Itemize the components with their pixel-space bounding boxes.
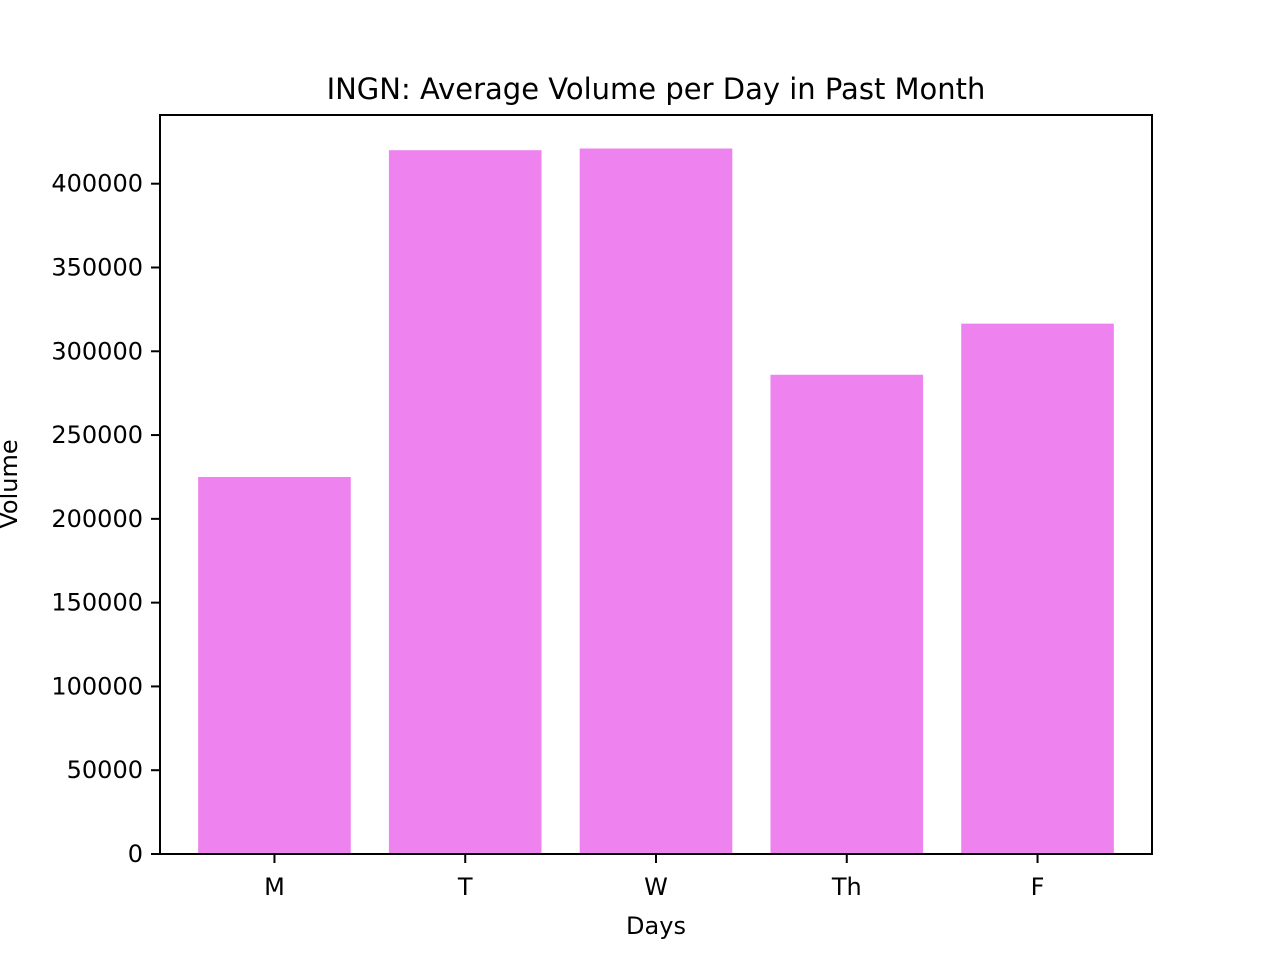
y-tick-label: 100000: [51, 672, 143, 700]
bar-th: [770, 374, 924, 854]
x-tick-label: T: [457, 873, 473, 901]
y-tick-label: 150000: [51, 589, 143, 617]
y-tick-label: 50000: [67, 756, 143, 784]
bar-f: [961, 323, 1114, 854]
x-axis-ticks: M T W Th F: [264, 854, 1044, 901]
y-tick-label: 200000: [51, 505, 143, 533]
y-tick-label: 300000: [51, 337, 143, 365]
bar-m: [198, 476, 351, 854]
y-tick-label: 350000: [51, 253, 143, 281]
x-axis-label: Days: [626, 912, 686, 940]
y-axis-ticks: 0 50000 100000 150000 200000 250000 300000 3500…: [51, 170, 160, 868]
y-axis-label: Volume: [0, 439, 23, 528]
bar-w: [579, 148, 733, 854]
x-tick-label: M: [264, 873, 285, 901]
y-tick-label: 0: [128, 840, 143, 868]
bars-group: [198, 148, 1114, 854]
y-tick-label: 400000: [51, 170, 143, 198]
chart-title: INGN: Average Volume per Day in Past Mon…: [327, 72, 986, 106]
x-tick-label: Th: [831, 873, 862, 901]
bar-t: [388, 150, 542, 854]
x-tick-label: F: [1031, 873, 1045, 901]
x-tick-label: W: [644, 873, 668, 901]
y-tick-label: 250000: [51, 421, 143, 449]
